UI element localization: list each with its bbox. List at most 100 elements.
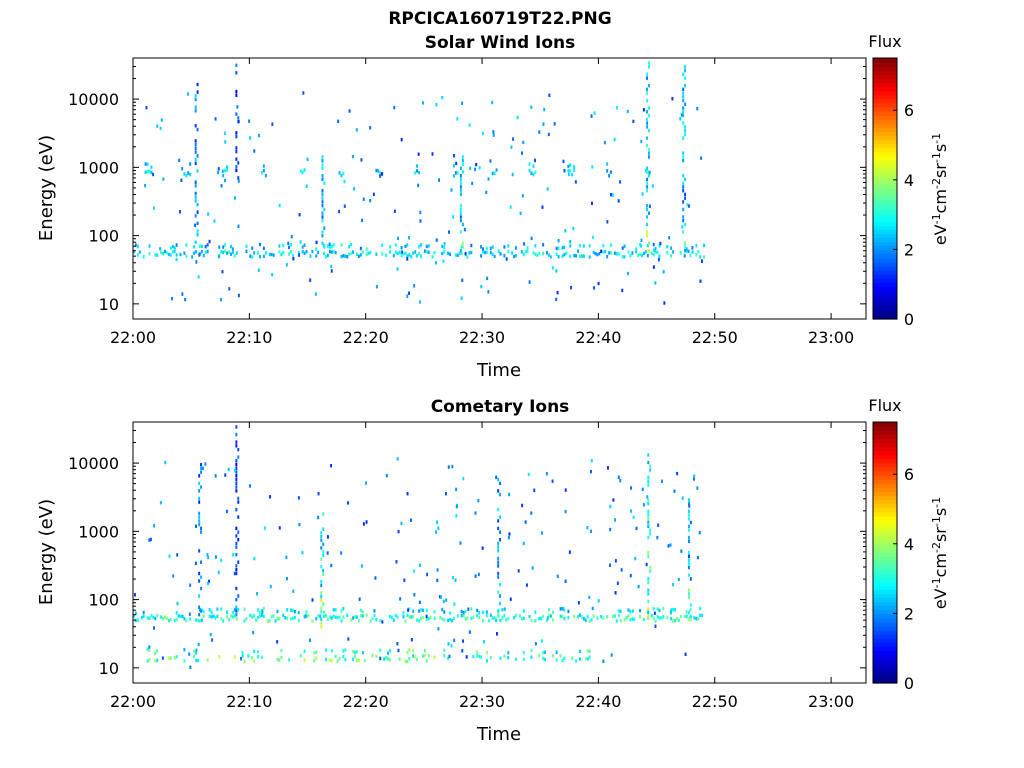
flux-cell (540, 616, 543, 620)
flux-cell (510, 145, 513, 149)
flux-cell (209, 632, 212, 637)
flux-cell (362, 522, 365, 526)
flux-cell (557, 246, 560, 250)
flux-cell (420, 616, 422, 621)
flux-cell (648, 113, 650, 118)
flux-cell (235, 470, 238, 474)
flux-cell (495, 618, 498, 623)
flux-cell (646, 230, 649, 234)
flux-cell (268, 252, 271, 257)
flux-cell (160, 118, 163, 122)
flux-cell (198, 549, 201, 553)
colorbar-step (873, 426, 897, 431)
flux-cell (423, 649, 426, 653)
flux-cell (682, 106, 685, 110)
flux-cell (466, 255, 469, 259)
flux-cell (584, 657, 587, 661)
flux-cell (573, 165, 576, 169)
flux-cell (429, 615, 432, 620)
flux-cell (327, 535, 329, 539)
flux-cell (425, 608, 428, 612)
flux-cell (276, 640, 279, 644)
flux-cell (156, 649, 159, 653)
colorbar-step (873, 511, 897, 517)
flux-cell (509, 597, 512, 601)
flux-cell (198, 244, 201, 248)
flux-cell (338, 209, 341, 214)
flux-cell (396, 251, 399, 256)
flux-cell (682, 219, 685, 223)
flux-cell (682, 185, 685, 189)
flux-cell (323, 181, 326, 185)
flux-cell (522, 657, 525, 661)
flux-cell (173, 618, 176, 623)
flux-cell (515, 657, 517, 661)
colorbar-tick-label: 2 (904, 240, 914, 259)
flux-cell (195, 651, 198, 655)
flux-cell (688, 513, 690, 517)
colorbar-step (873, 115, 897, 120)
flux-cell (228, 617, 230, 622)
flux-cell (683, 615, 686, 619)
colorbar-step (873, 430, 897, 435)
flux-cell (251, 246, 254, 250)
flux-cell (569, 163, 572, 167)
flux-cell (253, 649, 256, 653)
flux-cell (497, 489, 500, 493)
flux-cell (160, 615, 163, 619)
colorbar-unit: eV-1cm-2sr-1s-1 (930, 133, 950, 245)
flux-cell (533, 488, 536, 492)
flux-cell (489, 159, 492, 163)
flux-cell (427, 654, 430, 658)
flux-cell (590, 529, 593, 533)
flux-cell (359, 253, 362, 257)
flux-cell (400, 138, 403, 142)
flux-cell (503, 254, 506, 258)
flux-cell (305, 184, 308, 188)
flux-cell (647, 479, 650, 483)
flux-cell (262, 254, 265, 258)
flux-cell (684, 68, 687, 73)
colorbar-step (873, 678, 897, 684)
flux-cell (323, 251, 325, 256)
flux-cell (647, 517, 650, 521)
colorbar-step (873, 576, 897, 582)
flux-cell (648, 151, 650, 155)
flux-cell (226, 165, 229, 169)
flux-cell (564, 579, 567, 583)
flux-cell (459, 215, 462, 219)
flux-cell (658, 254, 661, 259)
flux-cell (491, 100, 494, 105)
flux-cell (292, 253, 294, 258)
flux-cell (672, 608, 675, 612)
flux-cell (200, 249, 203, 254)
flux-cell (606, 162, 609, 166)
flux-cell (637, 253, 640, 258)
flux-cell (292, 616, 294, 620)
colorbar-step (873, 654, 897, 660)
colorbar-step (873, 94, 897, 100)
flux-cell (271, 273, 274, 277)
flux-cell (662, 270, 665, 274)
flux-cell (400, 253, 403, 258)
flux-cell (305, 610, 308, 614)
flux-cell (290, 617, 293, 621)
flux-cell (414, 250, 417, 254)
flux-cell (288, 252, 291, 256)
flux-cell (194, 150, 197, 154)
flux-cell (202, 253, 205, 258)
flux-cell (648, 65, 650, 69)
flux-cell (696, 486, 699, 490)
flux-cell (573, 253, 576, 258)
flux-cell (542, 243, 545, 247)
flux-cell (152, 172, 155, 177)
flux-cell (338, 656, 341, 661)
flux-cell (231, 615, 234, 619)
colorbar-step (873, 249, 897, 255)
flux-cell (654, 619, 657, 623)
flux-cell (297, 618, 300, 623)
flux-cell (666, 245, 669, 249)
flux-cell (647, 550, 650, 555)
colorbar-label: Flux (868, 396, 901, 415)
flux-cell (420, 254, 422, 258)
